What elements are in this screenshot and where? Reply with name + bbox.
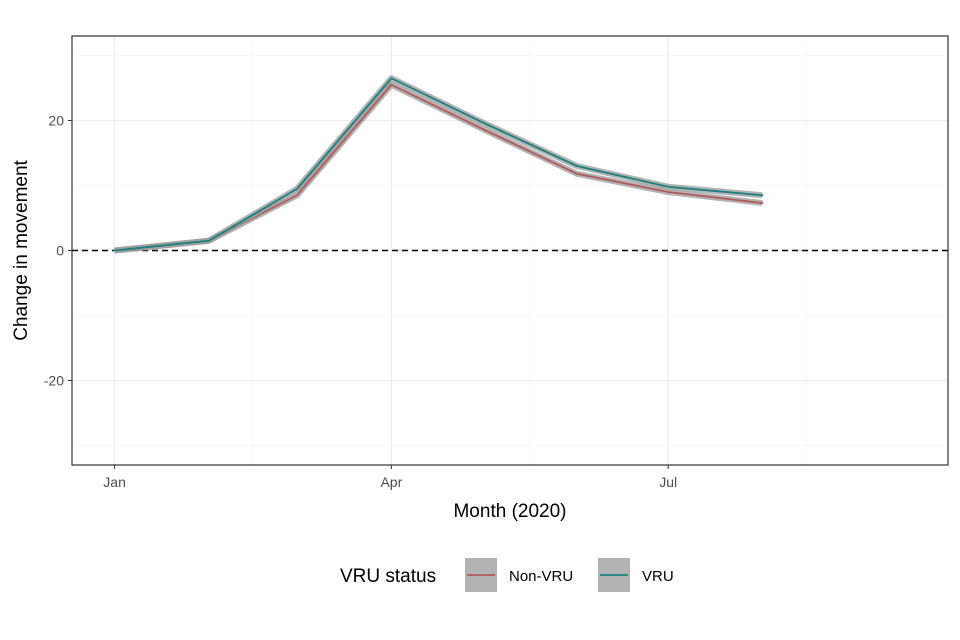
data-point-non-vru: [667, 191, 670, 193]
data-point-vru: [207, 239, 210, 242]
data-point-vru: [576, 165, 578, 167]
series-line-vru: [114, 77, 763, 252]
y-tick-label: -20: [44, 373, 64, 389]
legend: VRU status Non-VRU VRU: [340, 558, 674, 592]
x-tick-label: Apr: [380, 474, 402, 490]
y-axis-title: Change in movement: [11, 159, 32, 340]
legend-label-vru: VRU: [642, 568, 674, 585]
y-axis-ticks: -20 0 20: [44, 113, 72, 389]
y-tick-label: 0: [56, 243, 64, 259]
legend-label-non-vru: Non-VRU: [509, 568, 573, 585]
data-point-vru: [390, 77, 393, 80]
y-tick-label: 20: [48, 113, 64, 129]
legend-title: VRU status: [340, 566, 436, 587]
series-group: [113, 75, 764, 254]
data-point-vru: [113, 249, 116, 252]
data-point-vru: [481, 121, 484, 124]
data-point-non-vru: [761, 202, 764, 204]
data-point-non-vru: [576, 172, 578, 175]
x-axis-ticks: Jan Apr Jul: [103, 465, 677, 490]
data-point-vru: [667, 185, 670, 188]
data-point-vru: [296, 187, 298, 190]
data-point-non-vru: [390, 83, 393, 86]
series-band-non-vru: [114, 81, 763, 254]
x-tick-label: Jan: [103, 474, 126, 490]
data-point-vru: [761, 194, 764, 197]
x-tick-label: Jul: [659, 474, 677, 490]
data-point-non-vru: [481, 128, 484, 130]
series-band-vru: [114, 75, 763, 254]
data-point-non-vru: [296, 194, 298, 197]
x-axis-title: Month (2020): [453, 501, 566, 522]
